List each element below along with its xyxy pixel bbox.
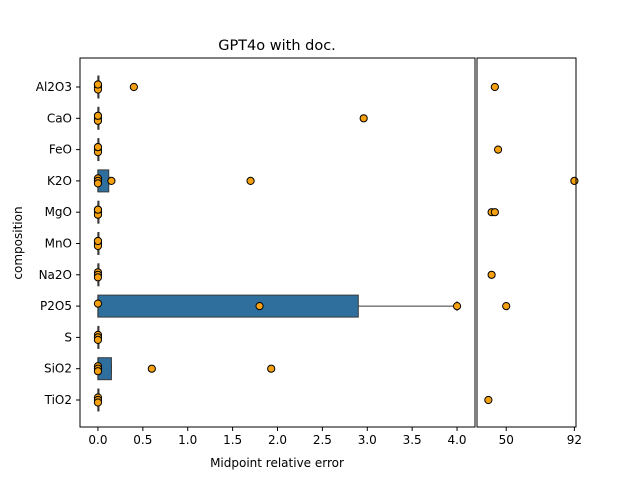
- y-tick-label: FeO: [49, 143, 72, 157]
- y-tick-label: SiO2: [44, 362, 72, 376]
- data-point-SiO2: [93, 367, 103, 376]
- data-point-SiO2: [267, 364, 276, 373]
- data-point-MnO: [93, 236, 103, 246]
- main-panel: Al2O3 CaO FeO K2O MgO MnO Na2O P2O5 S SiO2 TiO2 0.0…: [36, 57, 476, 447]
- outlier-point-MgO: [490, 208, 499, 217]
- y-tick-label: K2O: [47, 174, 72, 188]
- outlier-point-Na2O: [487, 270, 496, 279]
- data-point-TiO2: [93, 398, 103, 407]
- data-point-K2O: [107, 176, 116, 185]
- data-point-SiO2: [147, 364, 156, 373]
- outlier-point-P2O5: [502, 302, 511, 311]
- outlier-panel: 50 92: [476, 57, 582, 447]
- data-point-Al2O3: [129, 82, 138, 92]
- outlier-x-tick-label: 50: [499, 433, 514, 447]
- x-tick-label: 1.0: [178, 433, 197, 447]
- data-point-S: [93, 335, 103, 344]
- outlier-x-tick-label: 92: [567, 433, 582, 447]
- data-point-CaO: [93, 111, 103, 120]
- x-tick-label: 2.0: [268, 433, 287, 447]
- x-axis-label: Midpoint relative error: [210, 456, 344, 470]
- data-point-P2O5: [93, 299, 103, 308]
- y-tick-label: Na2O: [39, 268, 72, 282]
- y-tick-label: Al2O3: [36, 80, 72, 94]
- outlier-point-Al2O3: [490, 82, 499, 92]
- data-point-P2O5: [452, 302, 462, 311]
- x-tick-label: 4.0: [447, 433, 466, 447]
- y-tick-label: S: [64, 330, 72, 344]
- y-tick-label: MgO: [45, 205, 72, 219]
- y-tick-label: P2O5: [40, 299, 72, 313]
- data-point-K2O: [246, 176, 255, 185]
- x-tick-label: 3.0: [358, 433, 377, 447]
- data-point-K2O: [93, 179, 103, 188]
- data-point-CaO: [359, 114, 368, 123]
- x-tick-label: 0.5: [133, 433, 152, 447]
- x-tick-label: 1.5: [223, 433, 242, 447]
- outlier-panel-frame: [476, 57, 577, 428]
- data-point-Na2O: [93, 273, 103, 282]
- y-axis-label: composition: [11, 206, 25, 279]
- x-tick-label: 3.5: [403, 433, 422, 447]
- x-tick-label: 0.0: [88, 433, 107, 447]
- box-P2O5: [97, 294, 359, 318]
- data-point-P2O5: [255, 302, 264, 311]
- y-tick-label: CaO: [47, 111, 72, 125]
- data-point-MgO: [93, 205, 103, 214]
- data-point-FeO: [93, 143, 103, 152]
- outlier-point-FeO: [493, 145, 503, 154]
- x-tick-label: 2.5: [313, 433, 332, 447]
- data-point-Al2O3: [93, 80, 103, 89]
- y-tick-label: TiO2: [44, 393, 72, 407]
- outlier-point-K2O: [570, 176, 579, 185]
- y-tick-label: MnO: [45, 237, 72, 251]
- main-panel-frame: [79, 57, 476, 428]
- outlier-point-TiO2: [484, 395, 493, 405]
- chart-title: GPT4o with doc.: [218, 38, 336, 54]
